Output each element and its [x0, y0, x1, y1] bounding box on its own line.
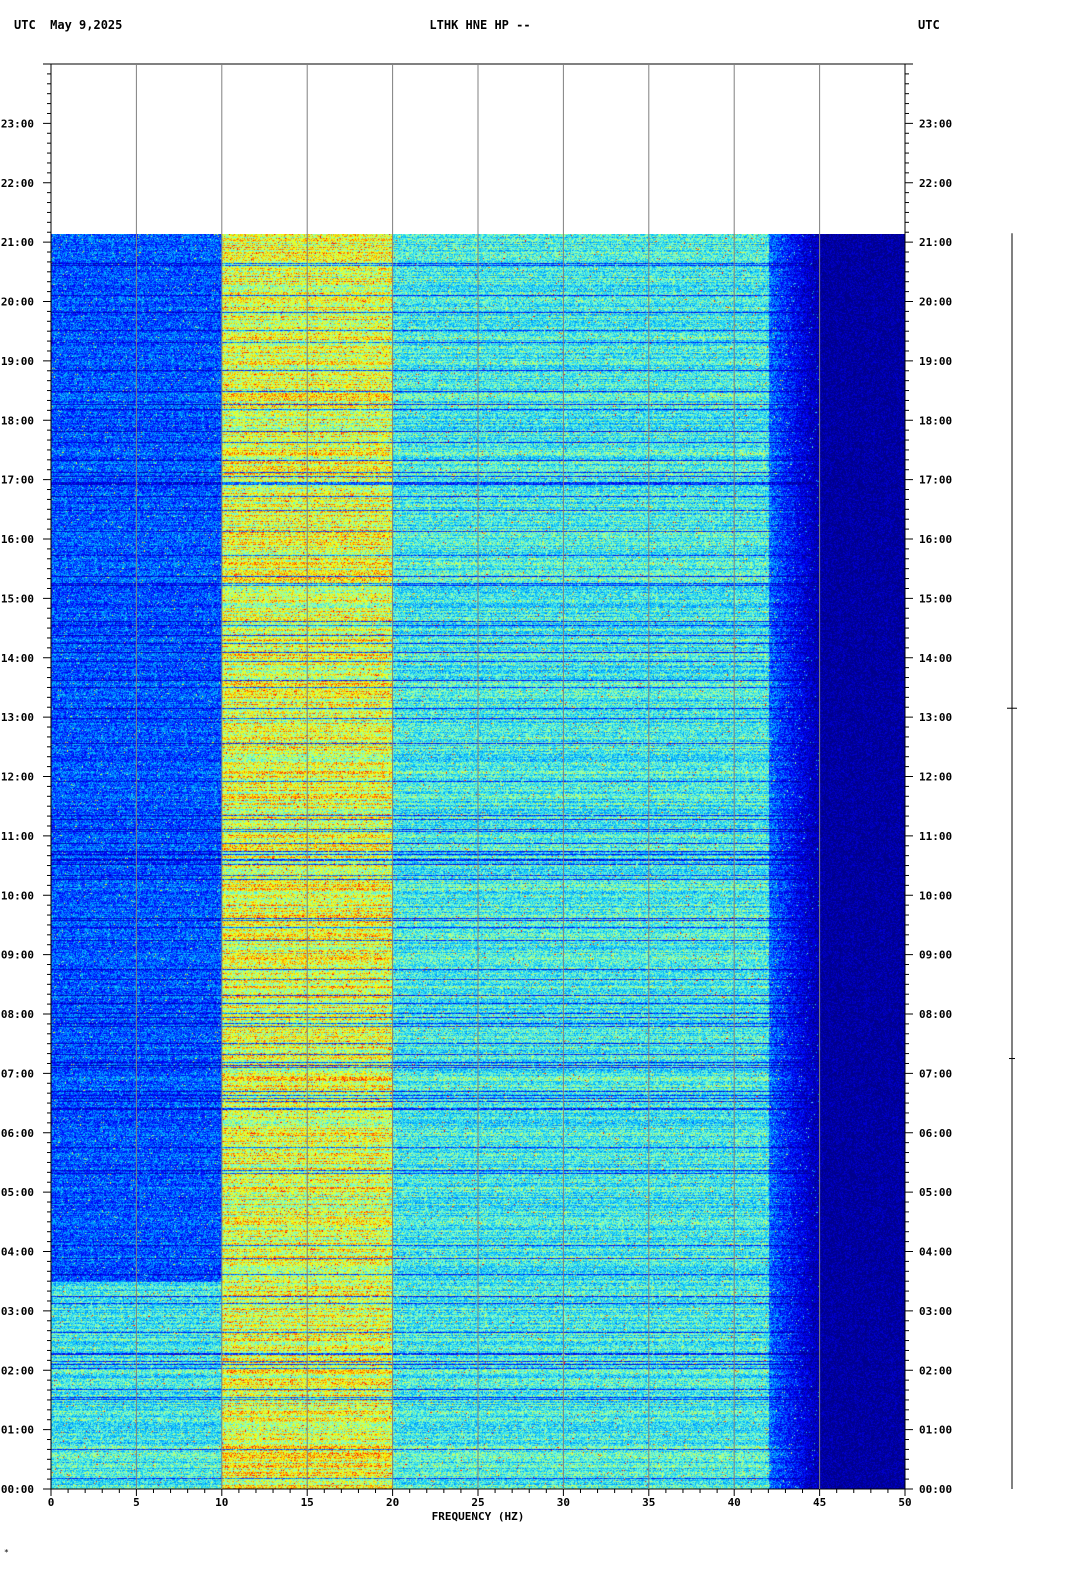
x-tick-label: 45 [813, 1496, 826, 1509]
y-tick-label-right: 16:00 [919, 533, 952, 546]
x-tick-label: 25 [471, 1496, 484, 1509]
y-tick-label-right: 08:00 [919, 1008, 952, 1021]
y-tick-label-left: 02:00 [1, 1364, 34, 1377]
y-tick-label-right: 11:00 [919, 830, 952, 843]
y-tick-label-left: 10:00 [1, 889, 34, 902]
y-tick-label-right: 05:00 [919, 1186, 952, 1199]
y-tick-label-left: 07:00 [1, 1067, 34, 1080]
y-tick-label-left: 06:00 [1, 1127, 34, 1140]
y-tick-label-left: 09:00 [1, 949, 34, 962]
y-tick-label-right: 20:00 [919, 296, 952, 309]
y-tick-label-left: 23:00 [1, 117, 34, 130]
x-tick-label: 35 [642, 1496, 655, 1509]
y-tick-label-right: 15:00 [919, 592, 952, 605]
y-tick-label-right: 22:00 [919, 177, 952, 190]
y-tick-label-right: 19:00 [919, 355, 952, 368]
y-tick-label-right: 12:00 [919, 771, 952, 784]
y-tick-label-right: 09:00 [919, 949, 952, 962]
y-tick-label-left: 08:00 [1, 1008, 34, 1021]
y-tick-label-left: 22:00 [1, 177, 34, 190]
x-tick-label: 5 [133, 1496, 140, 1509]
x-axis-label: FREQUENCY (HZ) [432, 1510, 525, 1523]
y-tick-label-right: 17:00 [919, 474, 952, 487]
y-tick-label-right: 03:00 [919, 1305, 952, 1318]
y-tick-label-right: 00:00 [919, 1483, 952, 1496]
header-utc-label: UTC [918, 18, 940, 32]
y-tick-label-left: 20:00 [1, 296, 34, 309]
header-date-label: UTC May 9,2025 [14, 18, 123, 32]
y-tick-label-right: 04:00 [919, 1246, 952, 1259]
x-tick-label: 50 [898, 1496, 911, 1509]
y-tick-label-left: 04:00 [1, 1246, 34, 1259]
x-tick-label: 10 [215, 1496, 228, 1509]
y-tick-label-left: 13:00 [1, 711, 34, 724]
x-tick-label: 40 [728, 1496, 741, 1509]
y-tick-label-right: 13:00 [919, 711, 952, 724]
y-tick-label-right: 10:00 [919, 889, 952, 902]
y-tick-label-right: 01:00 [919, 1424, 952, 1437]
y-tick-label-left: 11:00 [1, 830, 34, 843]
y-tick-label-right: 06:00 [919, 1127, 952, 1140]
y-tick-label-right: 21:00 [919, 236, 952, 249]
y-tick-label-left: 12:00 [1, 771, 34, 784]
y-tick-label-left: 14:00 [1, 652, 34, 665]
y-tick-label-right: 14:00 [919, 652, 952, 665]
y-tick-label-left: 03:00 [1, 1305, 34, 1318]
y-tick-label-left: 19:00 [1, 355, 34, 368]
y-tick-label-right: 18:00 [919, 414, 952, 427]
x-tick-label: 15 [301, 1496, 314, 1509]
x-tick-label: 0 [48, 1496, 55, 1509]
y-tick-label-left: 05:00 [1, 1186, 34, 1199]
x-tick-label: 30 [557, 1496, 570, 1509]
y-tick-label-left: 01:00 [1, 1424, 34, 1437]
y-tick-label-left: 00:00 [1, 1483, 34, 1496]
y-tick-label-right: 23:00 [919, 117, 952, 130]
y-tick-label-left: 17:00 [1, 474, 34, 487]
y-tick-label-right: 02:00 [919, 1364, 952, 1377]
y-tick-label-right: 07:00 [919, 1067, 952, 1080]
y-tick-label-left: 15:00 [1, 592, 34, 605]
y-tick-label-left: 18:00 [1, 414, 34, 427]
footer-mark: * [4, 1548, 9, 1557]
y-tick-label-left: 16:00 [1, 533, 34, 546]
x-tick-label: 20 [386, 1496, 399, 1509]
chart-title: LTHK HNE HP -- [429, 18, 531, 32]
y-tick-label-left: 21:00 [1, 236, 34, 249]
